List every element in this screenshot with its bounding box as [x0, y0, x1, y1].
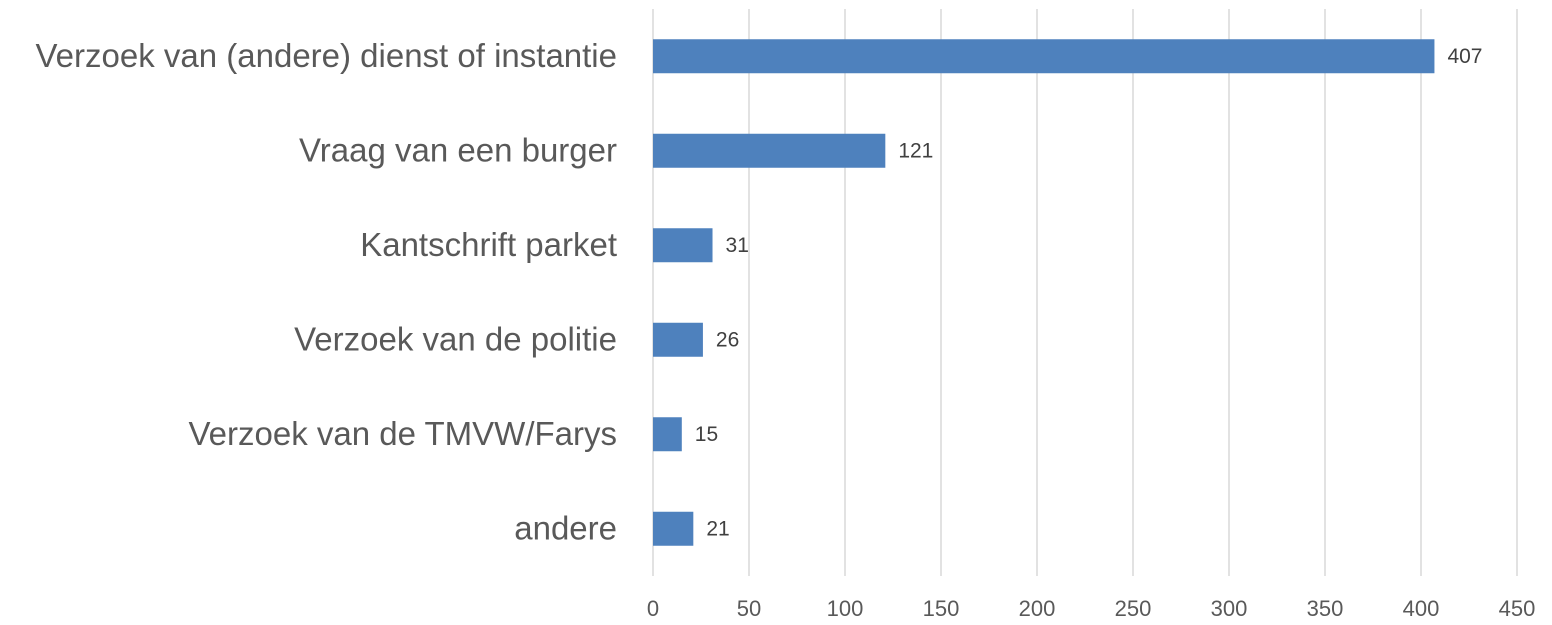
bar — [653, 511, 694, 546]
bar — [653, 322, 703, 357]
bar — [653, 133, 886, 168]
x-tick-label: 350 — [1307, 596, 1344, 621]
x-tick-label: 100 — [827, 596, 864, 621]
data-label: 26 — [716, 328, 739, 351]
y-tick-label: Vraag van een burger — [299, 131, 617, 168]
x-tick-label: 300 — [1211, 596, 1248, 621]
x-tick-label: 450 — [1499, 596, 1536, 621]
y-tick-label: andere — [514, 509, 617, 546]
bar — [653, 39, 1435, 74]
x-tick-label: 400 — [1403, 596, 1440, 621]
data-label: 407 — [1447, 45, 1482, 68]
x-tick-label: 50 — [737, 596, 761, 621]
data-label: 121 — [898, 139, 933, 162]
bar — [653, 228, 713, 263]
data-label: 31 — [726, 234, 749, 257]
x-tick-label: 0 — [647, 596, 659, 621]
y-tick-label: Kantschrift parket — [360, 226, 617, 263]
y-tick-label: Verzoek van de politie — [294, 320, 617, 357]
data-label: 15 — [695, 423, 718, 446]
x-tick-label: 150 — [923, 596, 960, 621]
x-tick-label: 250 — [1115, 596, 1152, 621]
data-label: 21 — [706, 517, 729, 540]
y-tick-label: Verzoek van de TMVW/Farys — [188, 415, 617, 452]
y-tick-label: Verzoek van (andere) dienst of instantie — [35, 37, 617, 74]
x-tick-label: 200 — [1019, 596, 1056, 621]
bar — [653, 417, 682, 452]
